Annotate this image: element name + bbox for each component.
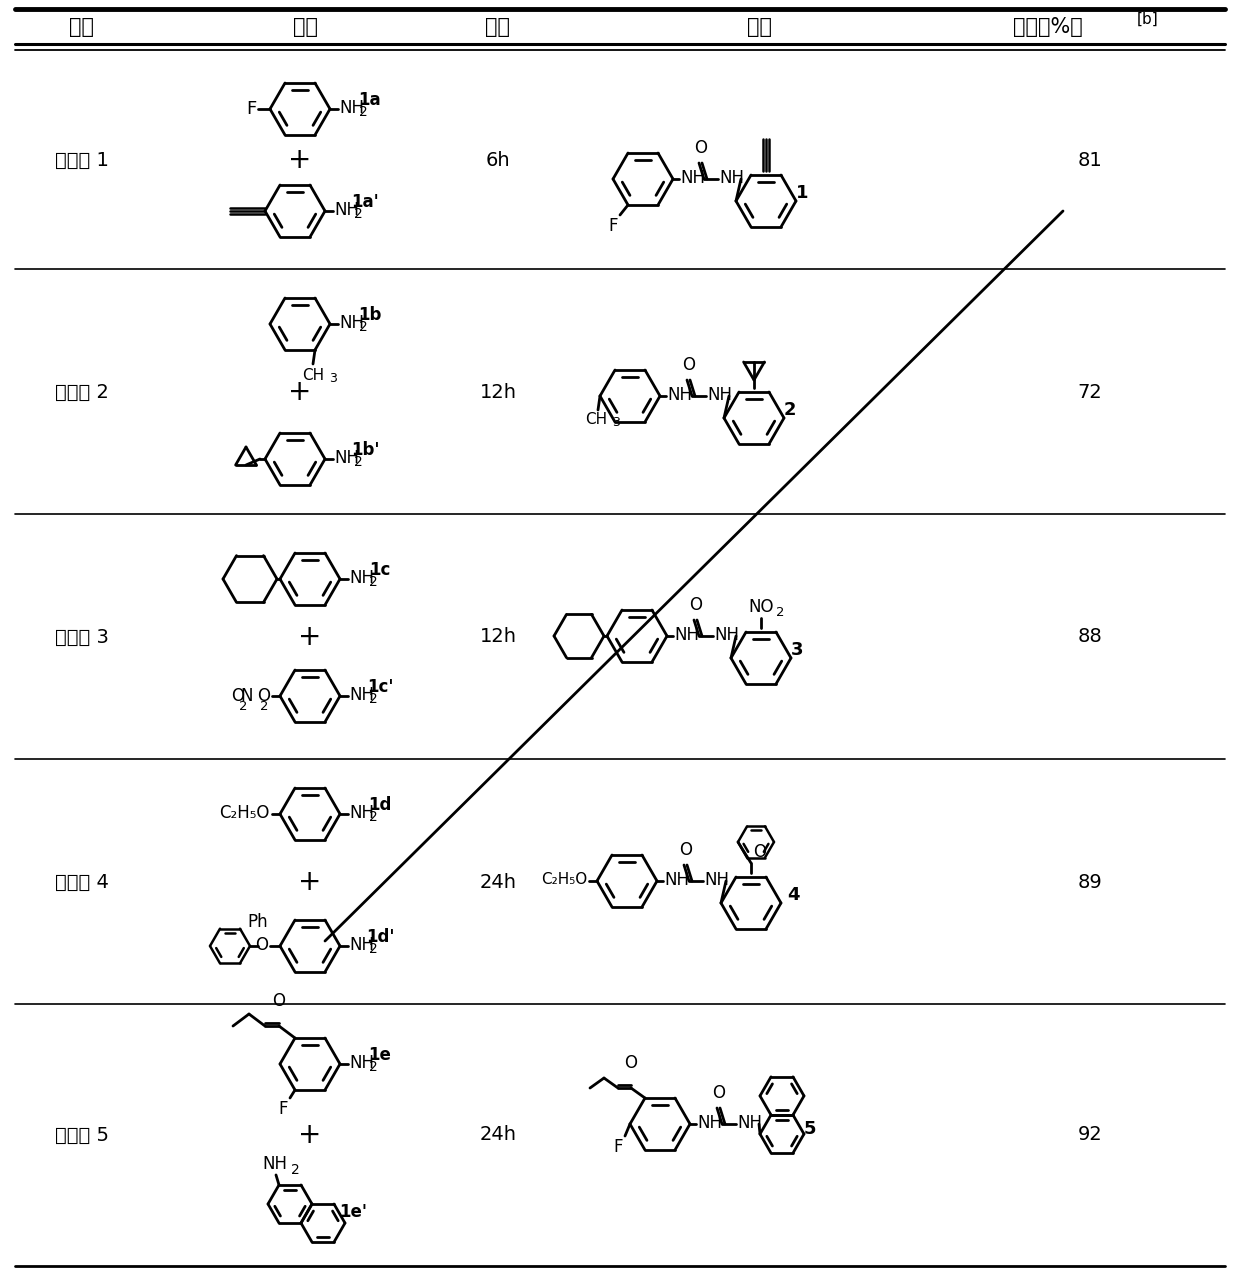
Text: 6h: 6h: [486, 150, 511, 169]
Text: 化合物 5: 化合物 5: [55, 1125, 109, 1144]
Text: 2: 2: [370, 941, 378, 956]
Text: 2: 2: [370, 1060, 378, 1074]
Text: NH: NH: [707, 386, 732, 404]
Text: 2: 2: [784, 401, 796, 419]
Text: O: O: [694, 139, 708, 157]
Text: F: F: [609, 217, 618, 234]
Text: 2: 2: [291, 1163, 300, 1177]
Text: O: O: [273, 992, 285, 1010]
Text: 88: 88: [1078, 628, 1102, 646]
Text: O: O: [680, 841, 692, 859]
Text: NH: NH: [348, 685, 374, 705]
Text: +: +: [299, 868, 321, 896]
Text: NH: NH: [680, 169, 706, 187]
Text: O: O: [689, 596, 703, 614]
Text: 72: 72: [1078, 382, 1102, 401]
Text: F: F: [614, 1138, 622, 1156]
Text: NH: NH: [714, 626, 739, 643]
Text: NH: NH: [667, 386, 692, 404]
Text: 2: 2: [353, 206, 363, 220]
Text: 2: 2: [360, 104, 368, 118]
Text: 1e': 1e': [339, 1203, 367, 1220]
Text: C₂H₅O: C₂H₅O: [219, 804, 270, 822]
Text: O: O: [713, 1084, 725, 1102]
Text: Ph: Ph: [247, 913, 268, 931]
Text: NH: NH: [339, 313, 365, 333]
Text: O: O: [625, 1054, 637, 1071]
Text: 化合物 3: 化合物 3: [55, 628, 109, 646]
Text: 1d: 1d: [368, 796, 392, 814]
Text: 原料: 原料: [293, 17, 317, 37]
Text: 化合物 2: 化合物 2: [55, 382, 109, 401]
Text: 2: 2: [370, 692, 378, 706]
Text: O: O: [753, 843, 766, 861]
Text: 24h: 24h: [480, 873, 517, 892]
Text: NH: NH: [348, 804, 374, 822]
Text: O: O: [682, 355, 696, 375]
Text: 1: 1: [796, 183, 808, 203]
Text: NH: NH: [697, 1113, 722, 1133]
Text: F: F: [246, 99, 255, 118]
Text: O: O: [231, 687, 244, 705]
Text: C₂H₅O: C₂H₅O: [541, 873, 587, 888]
Text: NH: NH: [334, 201, 360, 219]
Text: 5: 5: [804, 1120, 816, 1138]
Text: +: +: [289, 378, 311, 406]
Text: 2: 2: [370, 810, 378, 824]
Text: 12h: 12h: [480, 628, 517, 646]
Text: 序号: 序号: [69, 17, 94, 37]
Text: NH: NH: [334, 448, 360, 468]
Text: 3: 3: [329, 372, 337, 385]
Text: 1a: 1a: [358, 90, 382, 110]
Text: 2: 2: [260, 699, 269, 713]
Text: CH: CH: [301, 368, 324, 383]
Text: 24h: 24h: [480, 1125, 517, 1144]
Text: NH: NH: [737, 1113, 763, 1133]
Text: 89: 89: [1078, 873, 1102, 892]
Text: 4: 4: [787, 885, 800, 905]
Text: F: F: [279, 1099, 288, 1119]
Text: 2: 2: [239, 699, 248, 713]
Text: 2: 2: [370, 575, 378, 589]
Text: +: +: [289, 147, 311, 175]
Text: NH: NH: [348, 936, 374, 954]
Text: NH: NH: [348, 569, 374, 587]
Text: 1c: 1c: [370, 561, 391, 578]
Text: 产物: 产物: [748, 17, 773, 37]
Text: NH: NH: [263, 1156, 288, 1173]
Text: 12h: 12h: [480, 382, 517, 401]
Text: 1c': 1c': [367, 678, 393, 696]
Text: 1d': 1d': [366, 927, 394, 947]
Text: NH: NH: [348, 1054, 374, 1071]
Text: [b]: [b]: [1137, 11, 1159, 27]
Text: 2: 2: [360, 320, 368, 334]
Text: NH: NH: [339, 99, 365, 117]
Text: O: O: [255, 936, 268, 954]
Text: 1a': 1a': [351, 192, 379, 211]
Text: 2: 2: [353, 455, 363, 469]
Text: NH: NH: [675, 626, 699, 643]
Text: 时间: 时间: [486, 17, 511, 37]
Text: 3: 3: [613, 417, 620, 429]
Text: 1e: 1e: [368, 1046, 392, 1064]
Text: 2: 2: [776, 606, 785, 619]
Text: CH: CH: [585, 412, 608, 427]
Text: 产率（%）: 产率（%）: [1013, 17, 1083, 37]
Text: NH: NH: [663, 871, 689, 889]
Text: 1b': 1b': [351, 441, 379, 459]
Text: 92: 92: [1078, 1125, 1102, 1144]
Text: 化合物 4: 化合物 4: [55, 873, 109, 892]
Text: 化合物 1: 化合物 1: [55, 150, 109, 169]
Text: NH: NH: [704, 871, 729, 889]
Text: NH: NH: [719, 169, 744, 187]
Text: N: N: [241, 687, 253, 705]
Text: O: O: [257, 687, 270, 705]
Text: 3: 3: [791, 641, 804, 659]
Text: +: +: [299, 1121, 321, 1149]
Text: 1b: 1b: [358, 306, 382, 324]
Text: 81: 81: [1078, 150, 1102, 169]
Text: NO: NO: [748, 598, 774, 617]
Text: +: +: [299, 623, 321, 651]
